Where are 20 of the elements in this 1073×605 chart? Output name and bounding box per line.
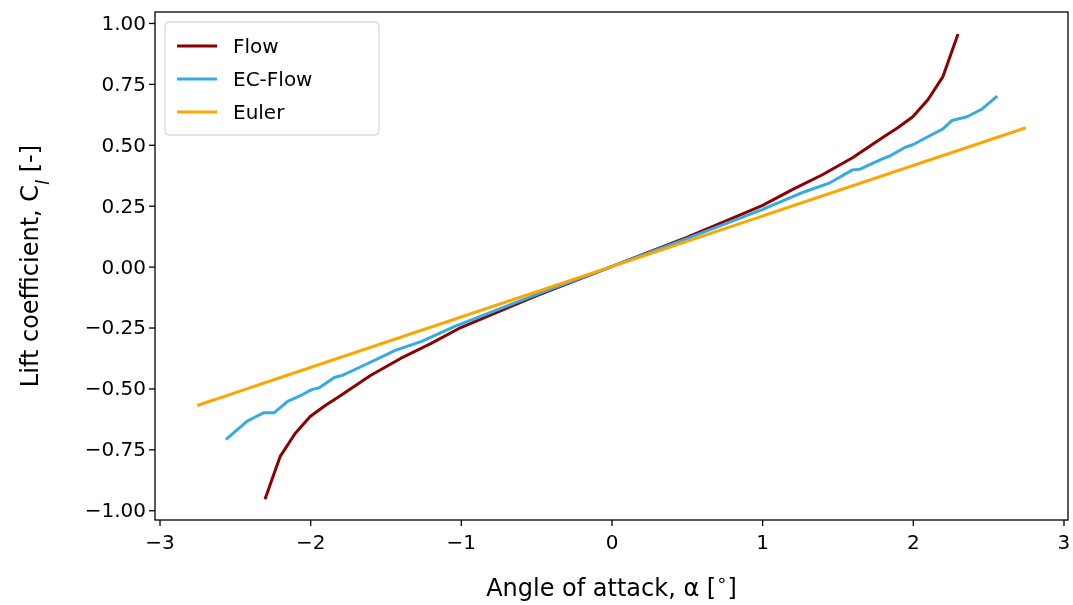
x-tick-label: −3 xyxy=(145,530,175,554)
y-tick-label: −0.50 xyxy=(84,376,146,401)
x-tick-label: 1 xyxy=(756,530,770,554)
y-tick-label: −0.25 xyxy=(84,315,146,340)
y-tick-label: −1.00 xyxy=(84,498,146,523)
x-tick-label: −1 xyxy=(446,530,477,554)
x-tick-label: 3 xyxy=(1057,530,1071,554)
legend-label: Flow xyxy=(233,34,279,58)
y-tick-label: 0.75 xyxy=(101,71,146,96)
legend-label: EC-Flow xyxy=(233,67,313,91)
legend-label: Euler xyxy=(233,100,286,124)
x-tick-label: −2 xyxy=(295,530,326,554)
y-tick-label: 0.00 xyxy=(101,254,146,279)
y-tick-label: −0.75 xyxy=(84,437,146,462)
y-tick-label: 1.00 xyxy=(101,10,146,35)
x-tick-label: 2 xyxy=(906,530,920,554)
y-tick-label: 0.25 xyxy=(101,193,146,218)
x-axis-title: Angle of attack, α [$^{∘}$] xyxy=(486,568,737,602)
x-tick-label: 0 xyxy=(605,530,619,554)
y-tick-label: 0.50 xyxy=(101,132,146,157)
